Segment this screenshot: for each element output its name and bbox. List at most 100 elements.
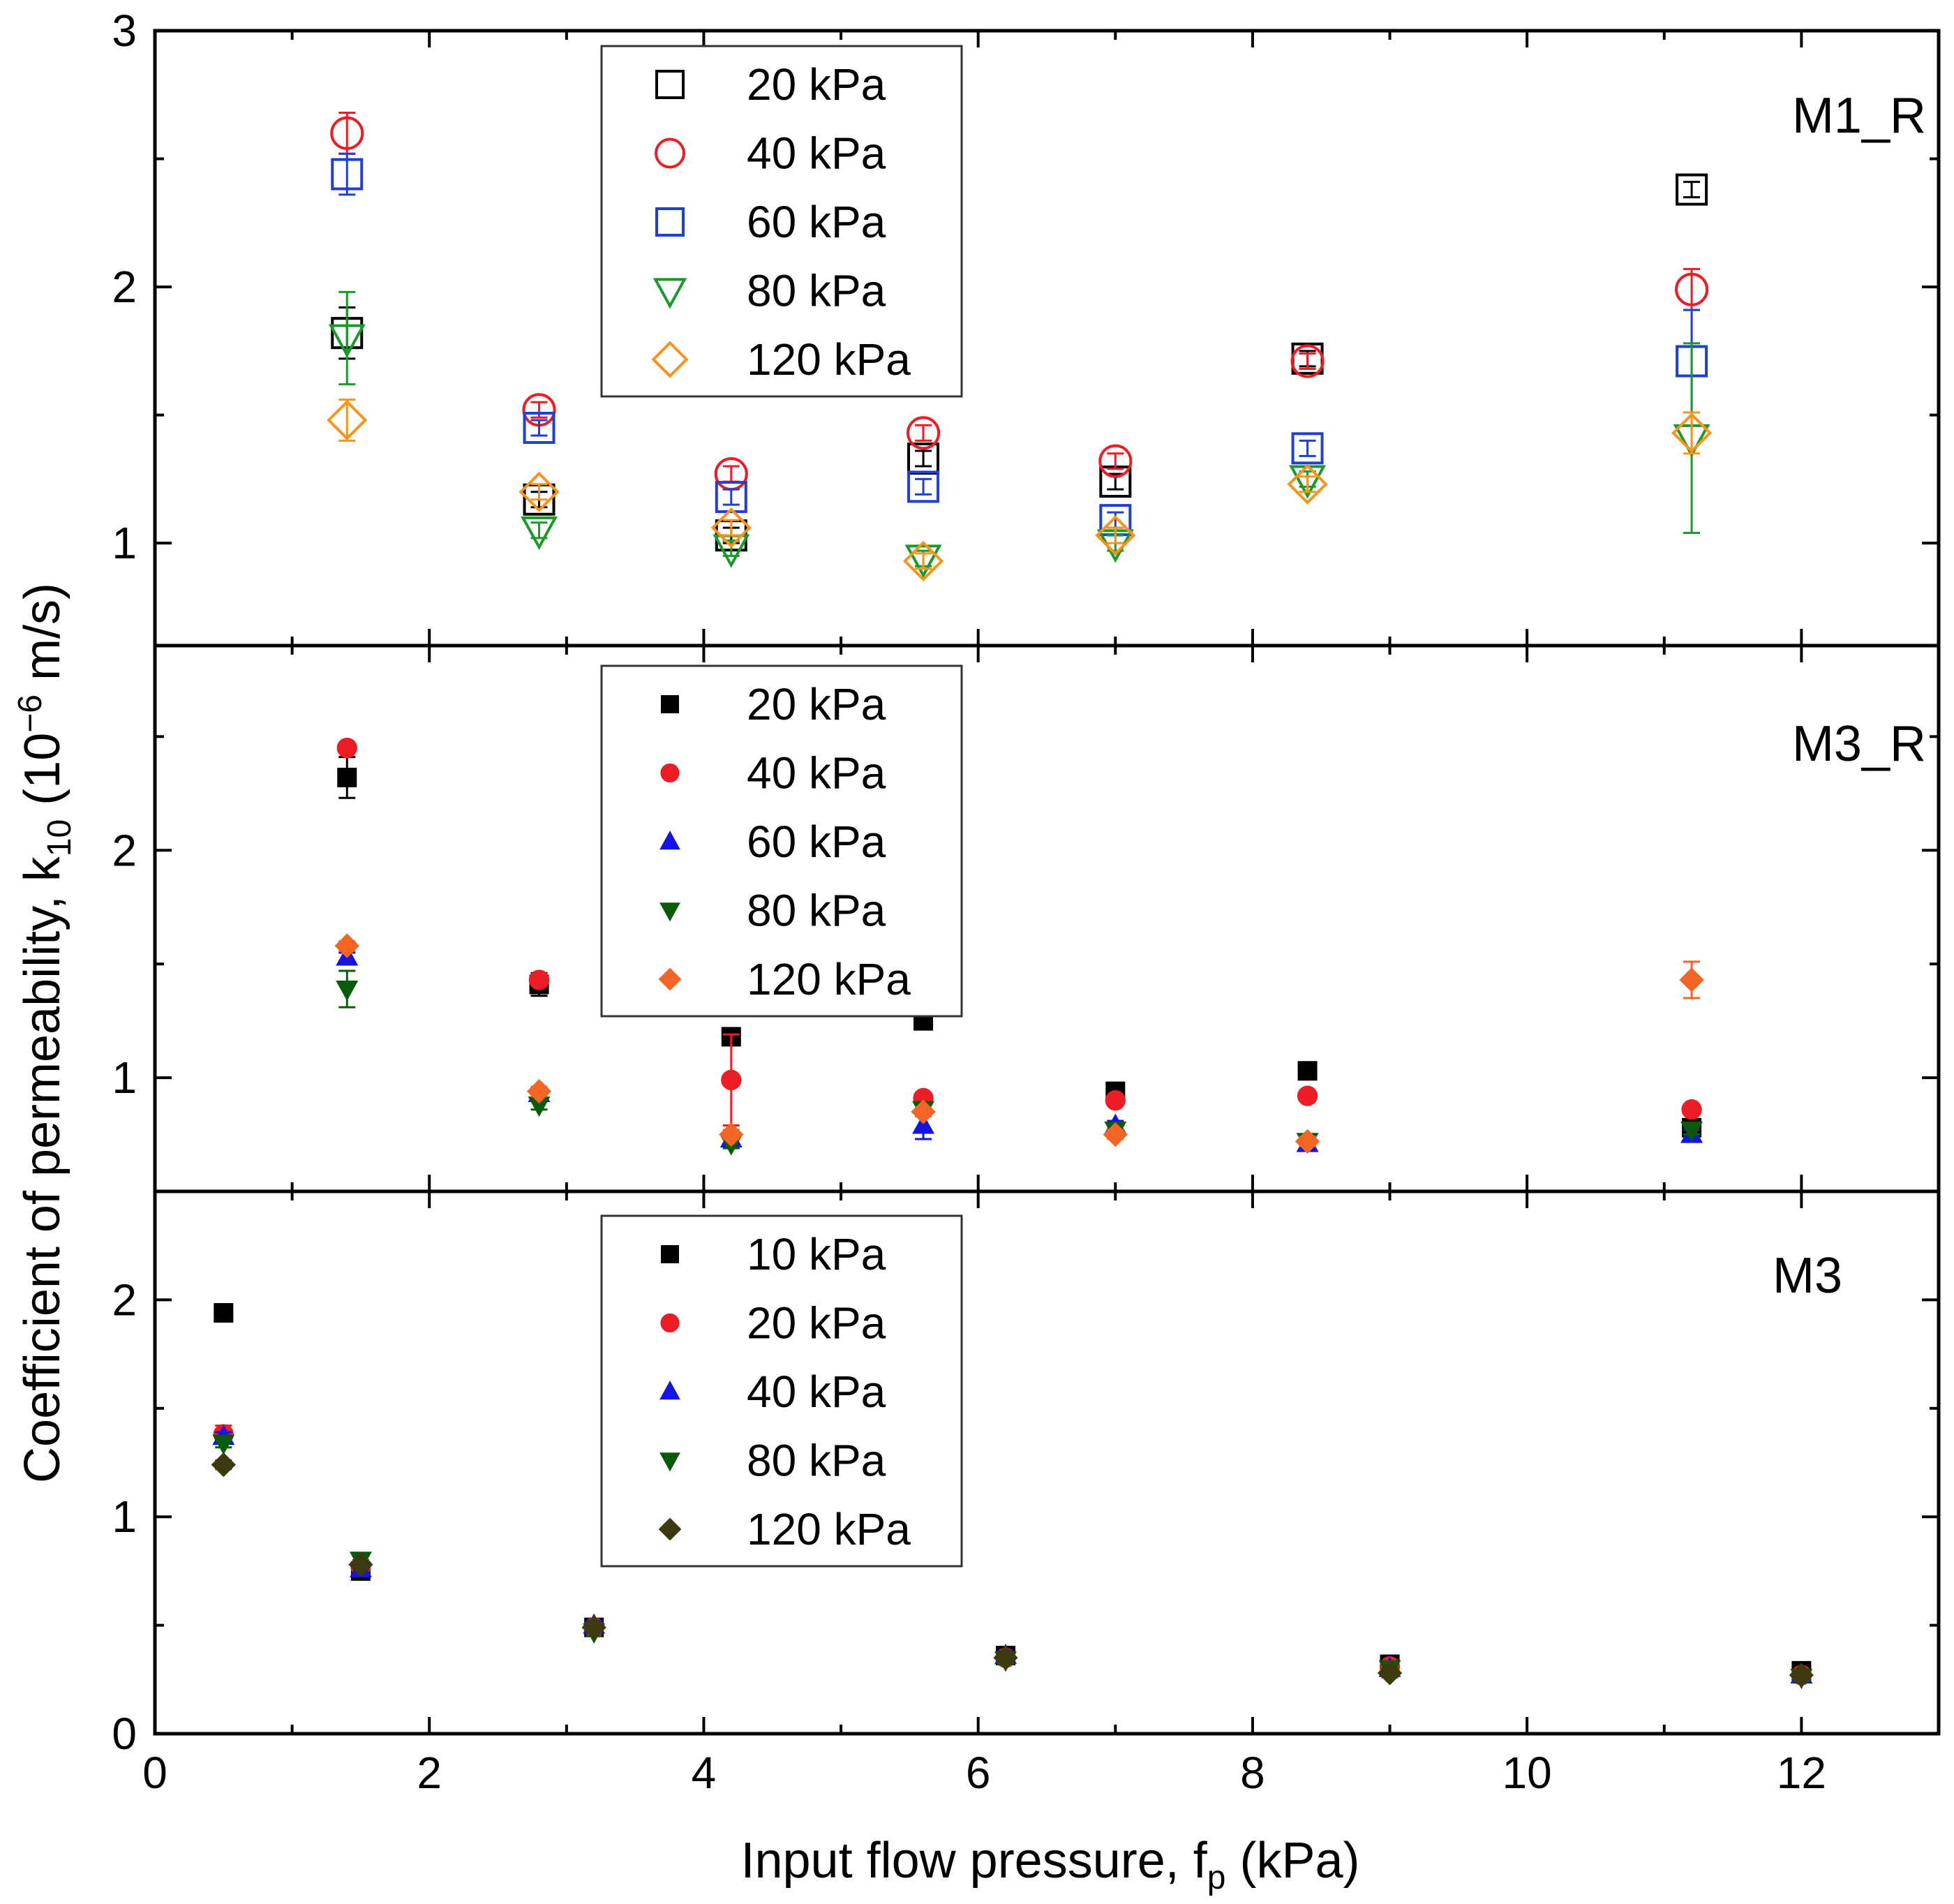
data-point [1675,272,1709,306]
data-point [523,411,555,444]
legend-label: 80 kPa [747,1436,886,1486]
panel-m3-r: 1 2 M3_R 20 kPa 40 kPa 60 kPa 80 kPa 120 kPa [112,644,1941,1193]
legend-label: 40 kPa [747,1367,886,1417]
y-axis-title-exponent: −6 [12,694,49,733]
legend-label: 20 kPa [747,59,886,110]
legend-box [600,1214,963,1568]
data-point [528,969,550,990]
y-tick-label: 0 [112,1709,137,1759]
series-20-kpa [213,1424,1812,1686]
data-point [336,737,357,759]
series-40-kpa [336,737,1702,1127]
legend-marker [659,831,680,850]
legend-marker [655,70,685,99]
data-point [911,1099,936,1124]
y-axis-title-tail: m/s) [15,583,70,694]
legend-label: 60 kPa [747,197,886,247]
data-point [1295,1129,1320,1154]
panel-label: M1_R [1792,88,1926,144]
legend-label: 120 kPa [747,954,911,1004]
legend-box [600,664,963,1018]
data-point [1098,444,1133,478]
legend-marker [655,207,685,237]
data-point [327,399,368,441]
legend-marker [655,137,685,169]
legend-marker [661,1245,679,1263]
data-point [1676,173,1708,206]
data-point [331,158,364,191]
panel-label: M3_R [1792,716,1926,772]
data-point [328,324,366,358]
data-point [710,507,752,549]
legend-label: 40 kPa [747,748,886,798]
x-tick-label: 2 [417,1748,442,1798]
data-point [1095,515,1136,556]
data-point [1297,1085,1318,1106]
series-120-kpa [327,399,1713,581]
data-point [715,481,747,514]
data-point [719,1122,744,1147]
y-tick-label: 2 [112,1274,137,1325]
data-point [519,471,560,512]
legend-marker [651,341,689,378]
data-point [337,767,357,787]
data-point [1679,967,1704,992]
data-point [1681,1099,1702,1120]
series-60-kpa [331,152,1708,537]
legend-marker [659,1452,680,1472]
x-tick-label: 6 [966,1748,991,1798]
data-point [581,1615,606,1640]
panel-frame [153,644,1941,1193]
data-point [1105,1090,1126,1111]
legend: 10 kPa 20 kPa 40 kPa 80 kPa 120 kPa [600,1214,963,1568]
series-80-kpa [328,290,1710,579]
series-10-kpa [214,1303,1812,1681]
x-axis-title-unit: (kPa) [1226,1833,1360,1889]
legend-label: 120 kPa [747,334,911,385]
series-20-kpa [337,756,1702,1138]
panel-m3: 0 1 2 M3 10 kPa 20 kPa 40 kPa 80 kPa 120 kPa [112,1189,1941,1759]
data-point [1789,1663,1814,1688]
x-tick-label: 8 [1240,1748,1265,1798]
data-point [211,1452,236,1478]
legend-box [600,45,963,398]
legend-marker [661,695,679,713]
data-point [721,1069,742,1090]
data-point [1297,1061,1318,1081]
legend-label: 40 kPa [747,128,886,179]
legend-marker [658,967,682,991]
legend-label: 20 kPa [747,1298,886,1348]
x-tick-label: 4 [692,1748,717,1798]
panel-label: M3 [1773,1248,1842,1304]
y-axis-title: Coefficient of permeability, k10 (10−6 m… [12,583,78,1483]
data-point [348,1552,373,1577]
x-axis-title-subscript: p [1207,1859,1226,1896]
y-tick-label: 2 [112,825,137,875]
panel-frame [153,1189,1941,1736]
y-axis-title-main: Coefficient of permeability, k [15,856,70,1483]
data-point [1377,1660,1403,1686]
panel-frame [153,29,1941,648]
x-tick-label: 12 [1777,1748,1826,1798]
x-axis-title-main: Input flow pressure, f [740,1833,1207,1889]
x-tick-label: 10 [1502,1748,1552,1798]
data-point [212,1434,235,1455]
data-point [1103,1122,1128,1147]
data-point [526,1078,552,1104]
data-point [334,933,359,958]
data-point [907,470,940,503]
data-point [214,1303,234,1323]
y-tick-label: 1 [112,518,137,568]
y-axis-title-subscript: 10 [41,819,78,856]
data-point [902,540,944,581]
y-axis-title-unit: (10 [15,733,70,819]
y-tick-label: 2 [112,262,137,312]
y-tick-label: 3 [112,6,137,56]
legend-marker [659,902,680,922]
legend-label: 80 kPa [747,266,886,316]
series-40-kpa [212,1425,1813,1684]
legend-label: 120 kPa [747,1504,911,1554]
data-point [1671,412,1713,454]
data-point [904,544,942,579]
